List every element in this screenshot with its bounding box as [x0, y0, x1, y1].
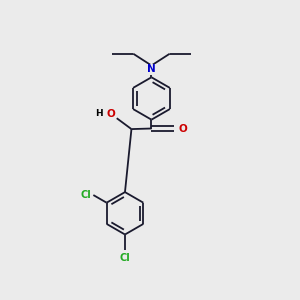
Text: O: O	[179, 124, 188, 134]
Text: O: O	[106, 109, 115, 119]
Text: Cl: Cl	[120, 253, 130, 263]
Text: Cl: Cl	[80, 190, 91, 200]
Text: N: N	[147, 64, 156, 74]
Text: H: H	[95, 109, 103, 118]
